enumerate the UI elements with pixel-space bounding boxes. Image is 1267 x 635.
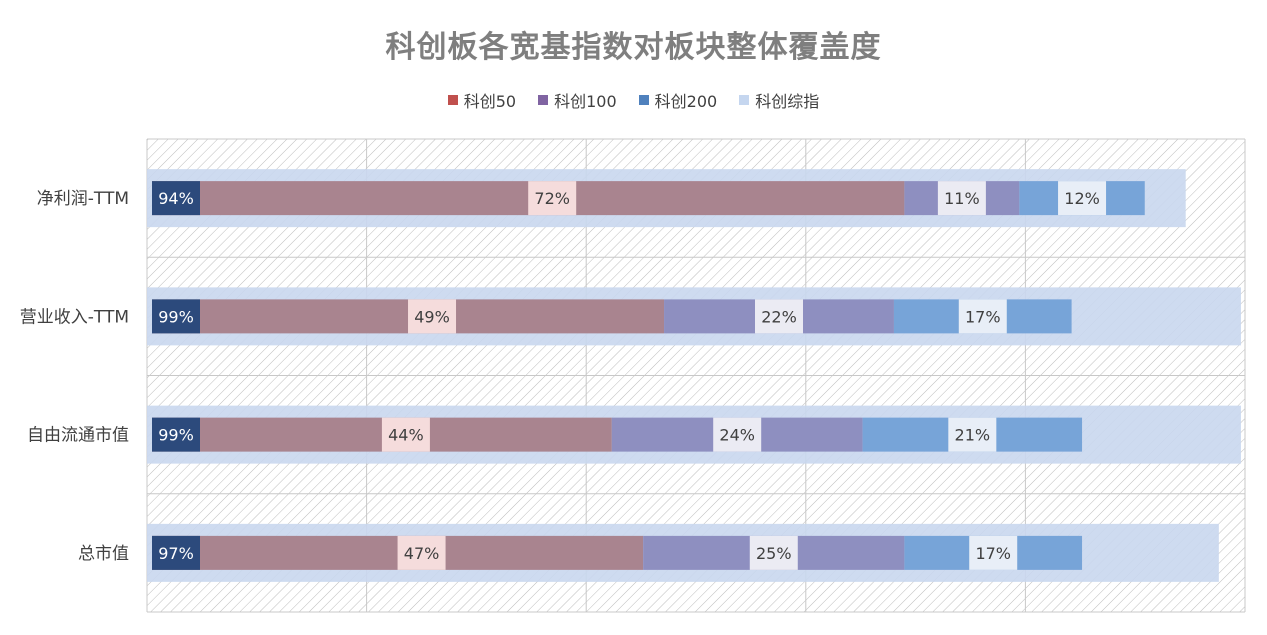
chart-title: 科创板各宽基指数对板块整体覆盖度: [385, 30, 882, 65]
data-label-box: [528, 181, 577, 216]
data-label-box: [1058, 181, 1107, 216]
data-label-kc-composite: 99%: [158, 307, 194, 326]
data-label-box: [749, 535, 798, 570]
legend-label-kc100: 科创100: [554, 92, 617, 111]
chart-legend: 科创50 科创100 科创200 科创综指: [0, 88, 1267, 112]
data-label-kc-composite: 97%: [158, 544, 194, 563]
data-label-box-kc-composite: [152, 417, 200, 452]
data-label-kc200: 17%: [965, 307, 1001, 326]
legend-swatch-kc-composite: [739, 95, 750, 105]
data-label-kc200: 21%: [955, 426, 991, 445]
data-label-box: [948, 417, 997, 452]
legend-label-kc50: 科创50: [463, 92, 517, 111]
legend-swatch-kc200: [638, 95, 649, 105]
data-label-box: [381, 417, 430, 452]
data-label-kc-composite: 99%: [158, 426, 194, 445]
data-label-box-kc-composite: [152, 181, 200, 216]
legend-label-kc-composite: 科创综指: [755, 92, 820, 111]
category-label: 自由流通市值: [27, 426, 129, 446]
data-label-box: [958, 299, 1007, 334]
category-label: 总市值: [78, 544, 129, 564]
data-label-kc50: 44%: [388, 426, 424, 445]
legend-item-kc50[interactable]: 科创50: [447, 88, 517, 112]
data-label-kc200: 12%: [1064, 189, 1100, 208]
legend-label-kc200: 科创200: [654, 92, 718, 111]
data-label-box: [397, 535, 446, 570]
data-label-box: [755, 299, 803, 334]
legend-swatch-kc100: [538, 95, 549, 105]
data-label-box: [937, 181, 986, 216]
legend-item-kc100[interactable]: 科创100: [538, 88, 617, 112]
data-label-kc50: 47%: [404, 544, 440, 563]
data-label-box: [969, 535, 1018, 570]
data-label-kc-composite: 94%: [158, 189, 194, 208]
legend-item-kc-composite[interactable]: 科创综指: [739, 88, 819, 112]
category-label: 净利润-TTM: [37, 189, 129, 209]
category-label: 营业收入-TTM: [20, 307, 129, 327]
data-label-box: [408, 299, 457, 334]
data-label-kc50: 49%: [414, 307, 450, 326]
legend-item-kc200[interactable]: 科创200: [638, 88, 718, 112]
data-label-kc200: 17%: [975, 544, 1011, 563]
data-label-box-kc-composite: [152, 535, 200, 570]
data-label-kc50: 72%: [534, 189, 570, 208]
data-label-kc100: 25%: [756, 544, 792, 563]
data-label-kc100: 24%: [719, 426, 755, 445]
data-label-kc100: 11%: [944, 189, 980, 208]
data-label-box: [713, 417, 762, 452]
legend-swatch-kc50: [447, 95, 458, 105]
data-label-kc100: 22%: [761, 307, 797, 326]
plot-area: 净利润-TTM 94% 72% 11% 12% 营业收入-TTM 99% 49% 22% 17% 自…: [20, 138, 1246, 613]
data-label-box-kc-composite: [152, 299, 200, 334]
